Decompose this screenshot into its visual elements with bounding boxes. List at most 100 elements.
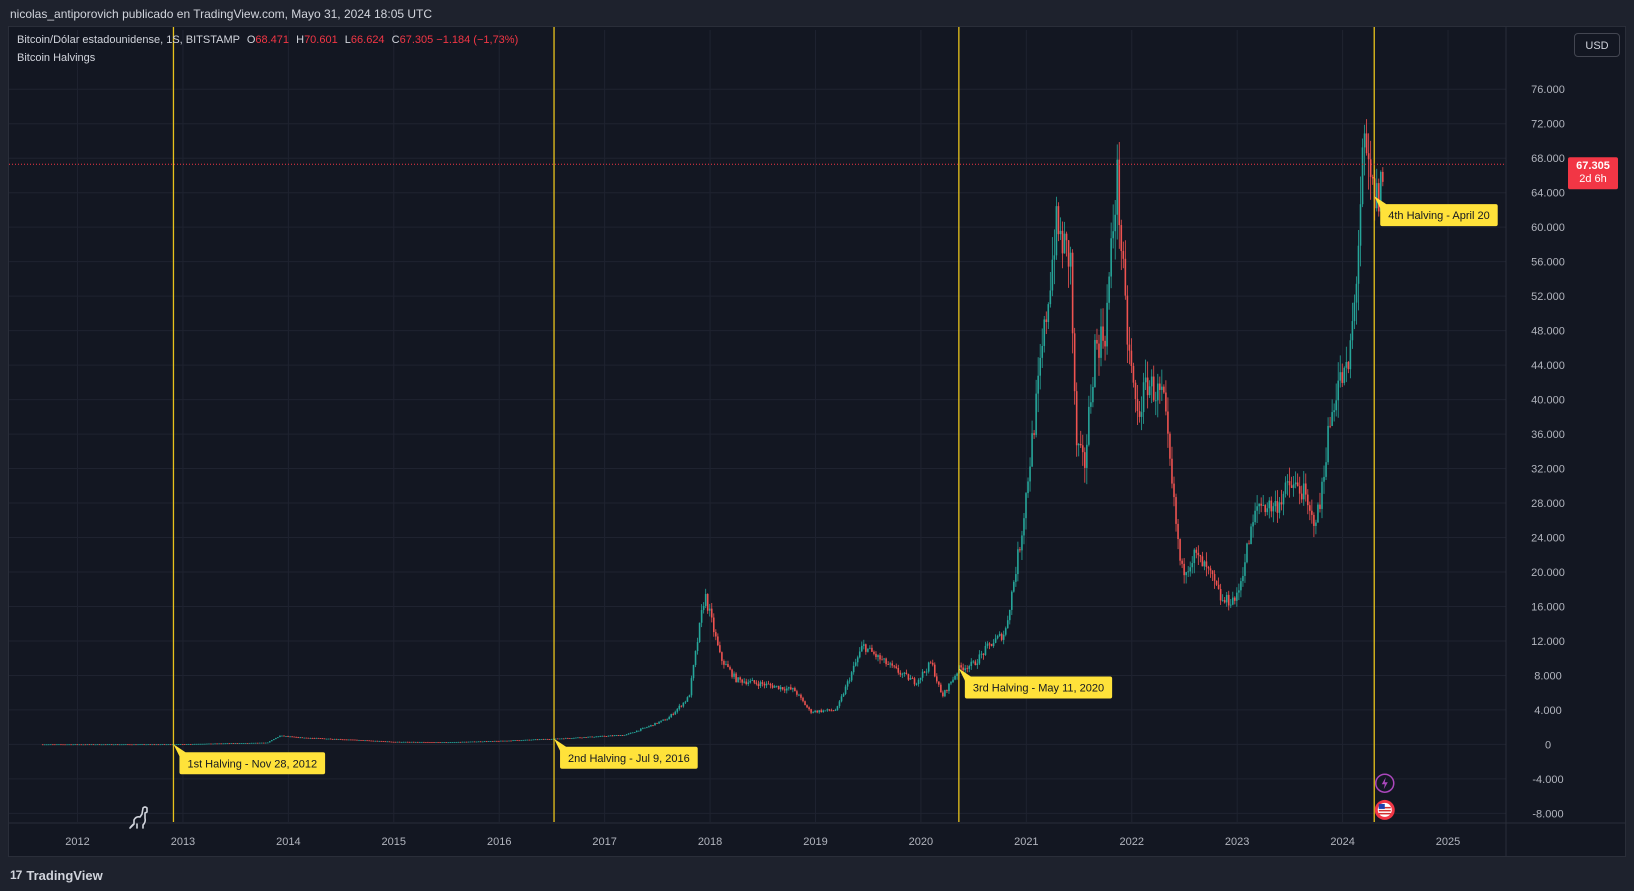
candle-body	[1059, 230, 1062, 235]
candle-body	[43, 744, 46, 746]
candle-body	[1193, 549, 1196, 564]
candle-body	[931, 662, 934, 665]
candle-body	[820, 710, 823, 713]
dinosaur-icon[interactable]	[126, 804, 154, 832]
y-tick-label: 68.000	[1531, 153, 1565, 165]
candle-body	[569, 738, 571, 739]
candle-body	[116, 744, 119, 746]
candle-body	[682, 702, 685, 707]
candle-body	[60, 744, 62, 746]
candle-body	[940, 684, 942, 693]
candle-body	[706, 593, 709, 611]
indicator-name[interactable]: Bitcoin Halvings	[17, 52, 96, 64]
candle-body	[1021, 535, 1023, 551]
price-axis[interactable]: 76.000 72.000 68.000 64.000 60.000 56.000 52.0…	[1505, 27, 1565, 856]
candle-body	[181, 744, 184, 745]
candle-body	[950, 682, 952, 684]
candle-body	[753, 680, 756, 683]
candle-body	[609, 735, 612, 737]
candle-body	[1329, 425, 1331, 427]
candle-body	[814, 710, 816, 713]
candle-body	[177, 744, 180, 745]
candle-body	[775, 685, 778, 687]
candle-body	[954, 675, 956, 680]
candle-body	[131, 744, 133, 746]
candle-body	[668, 717, 670, 720]
candle-body	[175, 744, 178, 746]
event-markers[interactable]	[1374, 773, 1395, 820]
halving-label-4[interactable]: 4th Halving - April 20	[1374, 196, 1498, 227]
candle-body	[522, 739, 525, 741]
candle-body	[443, 742, 445, 743]
candle-body	[72, 744, 74, 746]
halving-label-1[interactable]: 1st Halving - Nov 28, 2012	[173, 744, 326, 775]
candle-body	[317, 737, 320, 739]
candle-body	[1075, 391, 1078, 446]
candle-body	[834, 710, 837, 712]
candle-body	[781, 687, 784, 690]
candle-body	[86, 744, 89, 746]
candle-body	[712, 617, 715, 633]
candle-body	[1333, 410, 1335, 413]
candle-body	[599, 736, 602, 737]
halving-label-2[interactable]: 2nd Halving - Jul 9, 2016	[554, 738, 698, 769]
symbol-legend[interactable]: Bitcoin/Dólar estadounidense, 1S, BITSTA…	[17, 34, 518, 46]
candle-body	[123, 744, 125, 746]
candle-body	[230, 743, 233, 744]
candle-body	[471, 741, 474, 743]
candle-body	[374, 740, 377, 742]
candle-body	[1019, 549, 1021, 551]
candle-body	[48, 744, 50, 746]
candle-body	[404, 741, 407, 743]
candle-body	[1191, 563, 1194, 568]
candle-body	[250, 742, 253, 744]
candle-body	[1045, 319, 1048, 323]
time-axis[interactable]: 2012 2013 2014 2015 2016 2017 2018 2019 2020 2021…	[9, 822, 1625, 848]
candle-body	[867, 648, 869, 652]
candle-body	[1223, 600, 1226, 603]
us-flag-icon-stripe	[1378, 812, 1391, 815]
candle-body	[1236, 592, 1238, 601]
currency-button[interactable]: USD	[1574, 33, 1620, 57]
candle-body	[583, 737, 585, 738]
candle-body	[790, 687, 792, 690]
us-flag-icon-canton	[1378, 803, 1385, 809]
candle-body	[204, 743, 206, 745]
footer-brand[interactable]: TradingView	[26, 867, 103, 883]
candle-body	[948, 683, 950, 692]
candle-body	[725, 664, 727, 665]
candle-body	[266, 742, 269, 744]
us-flag-icon[interactable]	[1374, 799, 1395, 820]
candle-body	[1242, 575, 1244, 582]
candle-body	[562, 738, 565, 740]
lightning-icon[interactable]	[1375, 773, 1395, 793]
candle-body	[1092, 386, 1094, 403]
candle-body	[423, 741, 425, 743]
candle-body	[660, 720, 662, 722]
candle-body	[106, 744, 109, 746]
candle-body	[1106, 302, 1108, 347]
x-tick-label: 2025	[1436, 836, 1460, 848]
candle-body	[88, 744, 91, 746]
candle-body	[550, 739, 553, 740]
candle-body	[1055, 206, 1058, 256]
candle-body	[1057, 206, 1060, 235]
candle-body	[887, 664, 889, 665]
halving-label-3[interactable]: 3rd Halving - May 11, 2020	[958, 668, 1113, 699]
candle-body	[41, 744, 44, 746]
candle-body	[421, 741, 423, 743]
high-label: H	[296, 34, 305, 46]
candle-body	[664, 719, 666, 721]
candle-body	[607, 735, 610, 737]
candle-body	[822, 710, 825, 713]
candle-body	[905, 672, 908, 675]
candle-body	[966, 668, 969, 670]
candle-body	[1008, 609, 1011, 621]
candle-body	[737, 677, 739, 683]
candle-body	[370, 740, 372, 742]
candle-body	[1217, 584, 1220, 589]
candle-body	[528, 739, 531, 741]
candle-body	[433, 742, 435, 743]
candle-body	[1124, 258, 1127, 296]
